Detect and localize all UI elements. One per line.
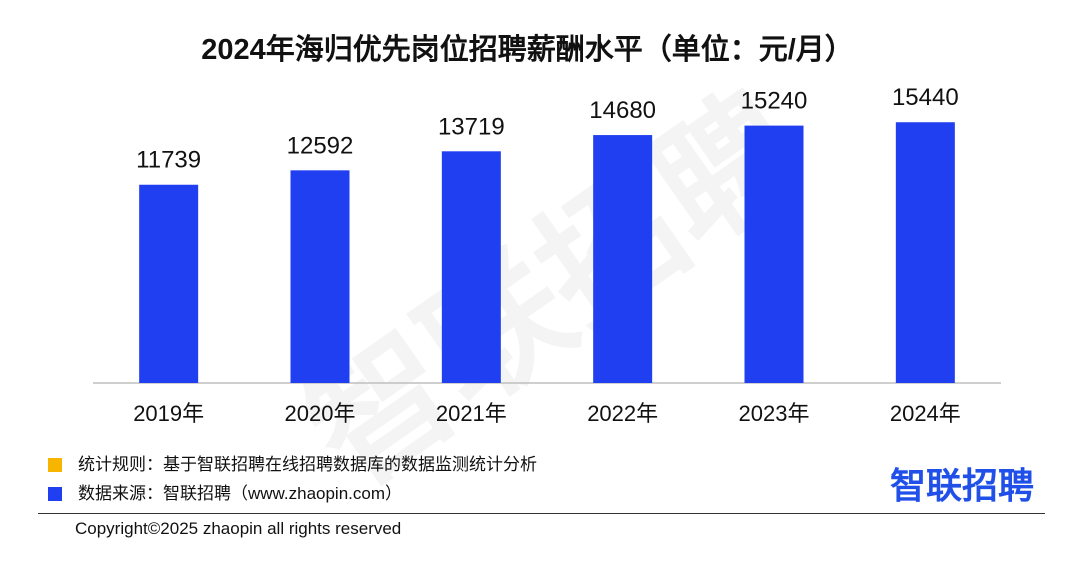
- value-label: 15240: [741, 88, 808, 115]
- bar: [744, 125, 804, 383]
- source-note-text: 数据来源：智联招聘（www.zhaopin.com）: [78, 484, 403, 503]
- value-label: 12592: [287, 132, 354, 159]
- yellow-square-marker: [48, 458, 62, 472]
- copyright-text: Copyright©2025 zhaopin all rights reserv…: [75, 519, 402, 538]
- x-tick-label: 2019年: [133, 401, 204, 426]
- x-tick-label: 2020年: [285, 401, 356, 426]
- bar: [441, 151, 501, 383]
- bar: [593, 135, 653, 383]
- bar: [290, 170, 350, 383]
- value-label: 13719: [438, 113, 505, 140]
- chart-title: 2024年海归优先岗位招聘薪酬水平（单位：元/月）: [201, 34, 854, 66]
- rule-note-text: 统计规则：基于智联招聘在线招聘数据库的数据监测统计分析: [78, 455, 537, 474]
- value-label: 14680: [589, 97, 656, 124]
- x-tick-label: 2023年: [739, 401, 810, 426]
- x-tick-label: 2022年: [587, 401, 658, 426]
- footer-divider: [38, 513, 1045, 514]
- x-tick-label: 2024年: [890, 401, 961, 426]
- bar: [139, 184, 199, 383]
- x-tick-label: 2021年: [436, 401, 507, 426]
- source-note: 数据来源：智联招聘（www.zhaopin.com）: [48, 484, 402, 504]
- bar: [895, 122, 955, 383]
- bar-chart: 11739 2019年 12592 2020年 13719 2021年 14680 2022年…: [93, 84, 1001, 426]
- blue-square-marker: [48, 487, 62, 501]
- rule-note: 统计规则：基于智联招聘在线招聘数据库的数据监测统计分析: [48, 455, 537, 475]
- value-label: 11739: [136, 147, 201, 174]
- value-label: 15440: [892, 84, 959, 111]
- zhaopin-logo: 智联招聘: [890, 465, 1035, 506]
